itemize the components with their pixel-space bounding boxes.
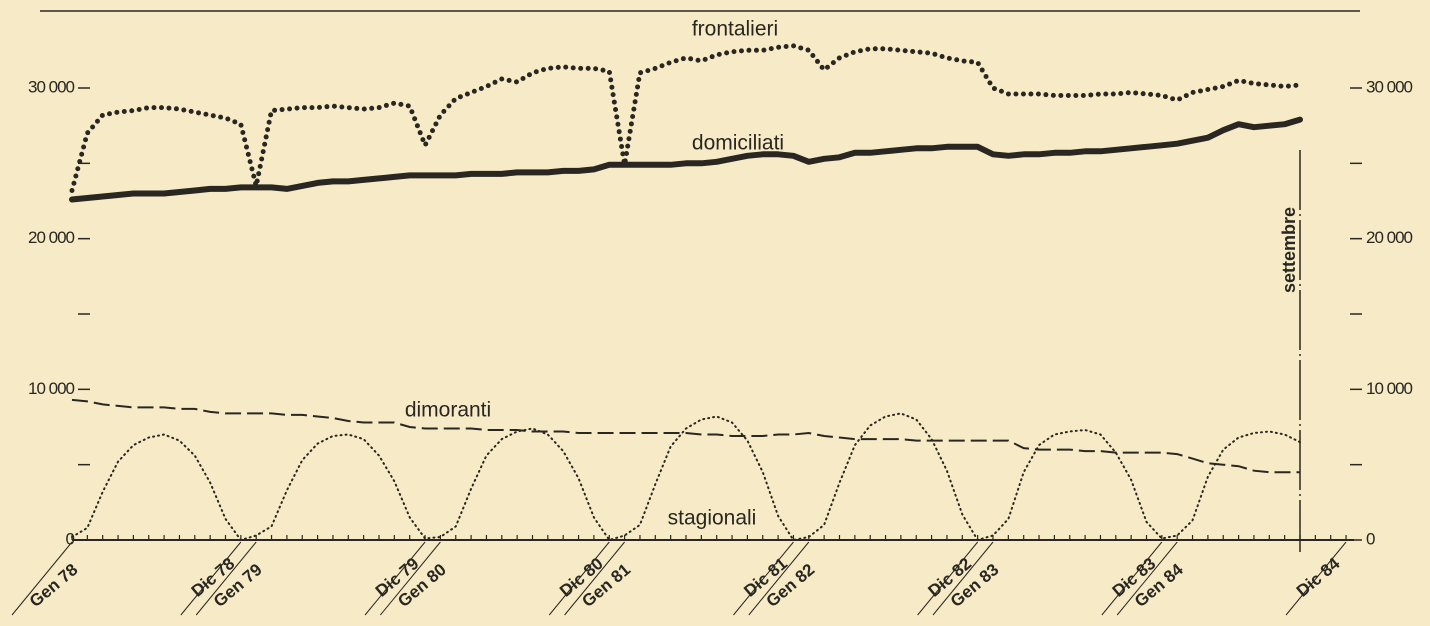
series-label: dimoranti bbox=[405, 399, 491, 422]
x-tick-label: Gen 78 bbox=[26, 560, 82, 611]
series-label: stagionali bbox=[668, 507, 757, 530]
series-label: domiciliati bbox=[692, 132, 784, 155]
y2-tick-label: 30 000 bbox=[1366, 77, 1413, 96]
x-label-rule bbox=[1116, 541, 1178, 616]
x-tick-label: Dic 84 bbox=[1293, 554, 1344, 601]
y-tick-label: 10 000 bbox=[28, 379, 75, 398]
x-label-rule bbox=[1285, 541, 1347, 616]
series-label: frontalieri bbox=[692, 18, 778, 41]
x-label-rule bbox=[380, 541, 441, 616]
x-label-rule bbox=[748, 541, 810, 616]
series-line bbox=[71, 412, 1301, 542]
y2-tick-label: 10 000 bbox=[1366, 379, 1413, 398]
x-label-rule bbox=[195, 541, 257, 616]
x-label-rule bbox=[1101, 541, 1163, 616]
x-label-rule bbox=[548, 541, 610, 616]
y2-tick-label: 20 000 bbox=[1366, 228, 1413, 247]
annotation: settembre bbox=[1279, 207, 1299, 293]
y-tick-label: 0 bbox=[66, 529, 75, 548]
x-label-rule bbox=[11, 541, 73, 616]
x-label-rule bbox=[564, 541, 625, 616]
y2-tick-label: 0 bbox=[1366, 529, 1375, 548]
series-line bbox=[69, 43, 1303, 193]
x-label-rule bbox=[932, 541, 994, 616]
series-line bbox=[71, 398, 1300, 474]
x-label-rule bbox=[180, 541, 242, 616]
y-tick-label: 30 000 bbox=[28, 77, 75, 96]
series-line bbox=[69, 116, 1303, 203]
x-label-rule bbox=[733, 541, 794, 616]
x-label-rule bbox=[364, 541, 426, 616]
y-tick-label: 20 000 bbox=[28, 228, 75, 247]
x-label-rule bbox=[917, 541, 979, 616]
